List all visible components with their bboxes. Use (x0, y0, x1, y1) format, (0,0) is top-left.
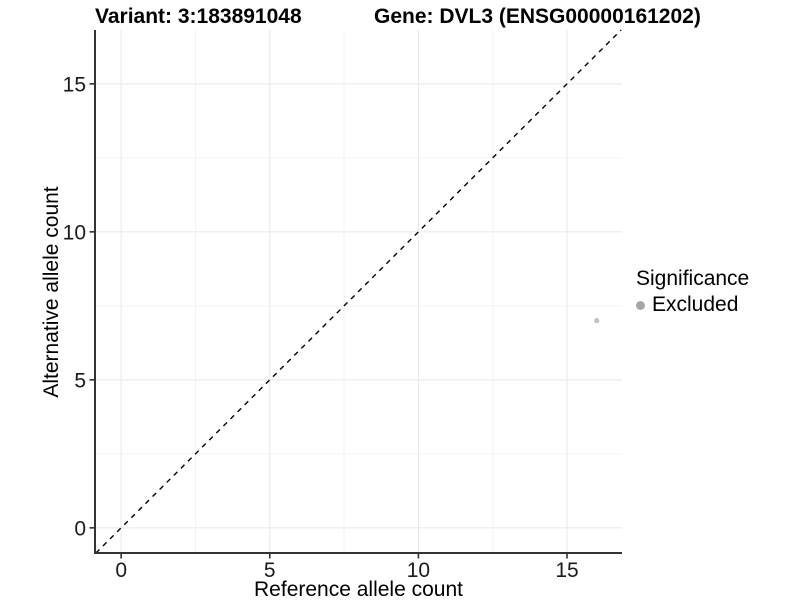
y-axis-title: Alternative allele count (40, 186, 63, 398)
x-tick-label: 0 (115, 559, 127, 582)
y-tick-label: 5 (74, 369, 86, 392)
y-tick-label: 10 (63, 221, 86, 244)
y-tick-label: 0 (74, 517, 86, 540)
plot-title-gene: Gene: DVL3 (ENSG00000161202) (374, 5, 701, 28)
x-tick-label: 5 (264, 559, 276, 582)
x-tick-label: 15 (555, 559, 578, 582)
plot-title-variant: Variant: 3:183891048 (95, 5, 302, 28)
legend-entry-label: Excluded (652, 293, 739, 316)
identity-dashed-line (95, 29, 622, 554)
data-point (594, 318, 600, 324)
legend-title: Significance (636, 267, 750, 290)
legend-entry-excluded: Excluded (636, 293, 749, 317)
legend: Significance Excluded (636, 267, 749, 317)
x-tick-label: 10 (407, 559, 430, 582)
x-axis-title: Reference allele count (254, 578, 463, 600)
y-tick-label: 15 (63, 73, 86, 96)
legend-key-dot-icon (636, 300, 645, 310)
